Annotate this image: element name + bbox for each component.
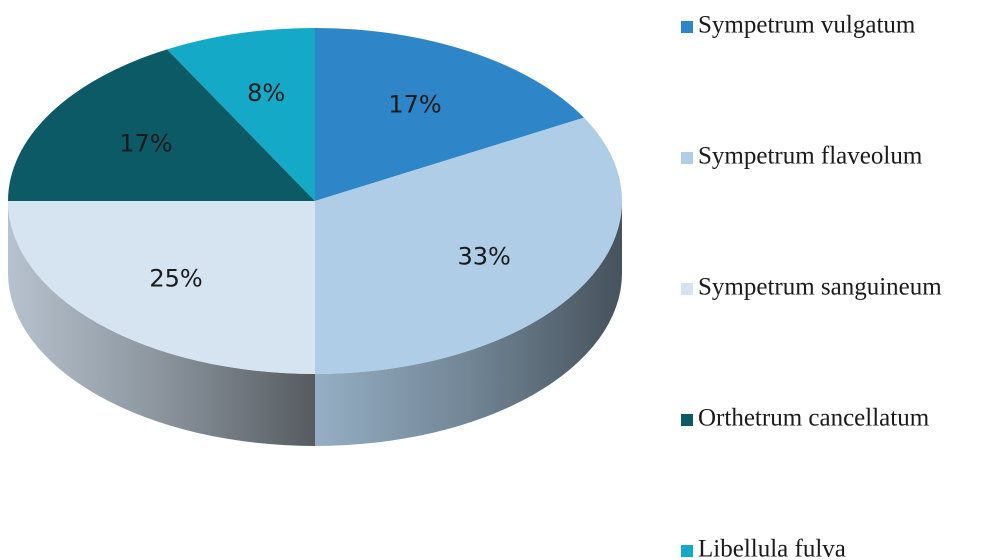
data-label: 25% <box>149 264 202 292</box>
slice <box>167 28 315 201</box>
legend-swatch <box>681 283 693 295</box>
legend-label: Sympetrum sanguineum <box>698 274 942 301</box>
legend-swatch <box>681 545 693 557</box>
legend-swatch <box>681 152 693 164</box>
data-label: 17% <box>388 91 441 119</box>
legend-label: Sympetrum flaveolum <box>698 143 923 170</box>
legend-label: Sympetrum vulgatum <box>698 12 916 39</box>
legend-label: Libellula fulva <box>698 536 846 560</box>
legend-swatch <box>681 21 693 33</box>
slice <box>315 28 585 201</box>
slice <box>8 49 315 202</box>
slice-side-shade <box>8 201 315 446</box>
legend-swatch <box>681 414 693 426</box>
data-label: 8% <box>247 79 285 107</box>
slice <box>8 201 315 374</box>
data-label: 17% <box>119 130 172 158</box>
data-label: 33% <box>457 242 510 270</box>
slice-side-shade <box>315 201 622 446</box>
slice <box>315 117 622 374</box>
legend-label: Orthetrum cancellatum <box>698 405 930 432</box>
